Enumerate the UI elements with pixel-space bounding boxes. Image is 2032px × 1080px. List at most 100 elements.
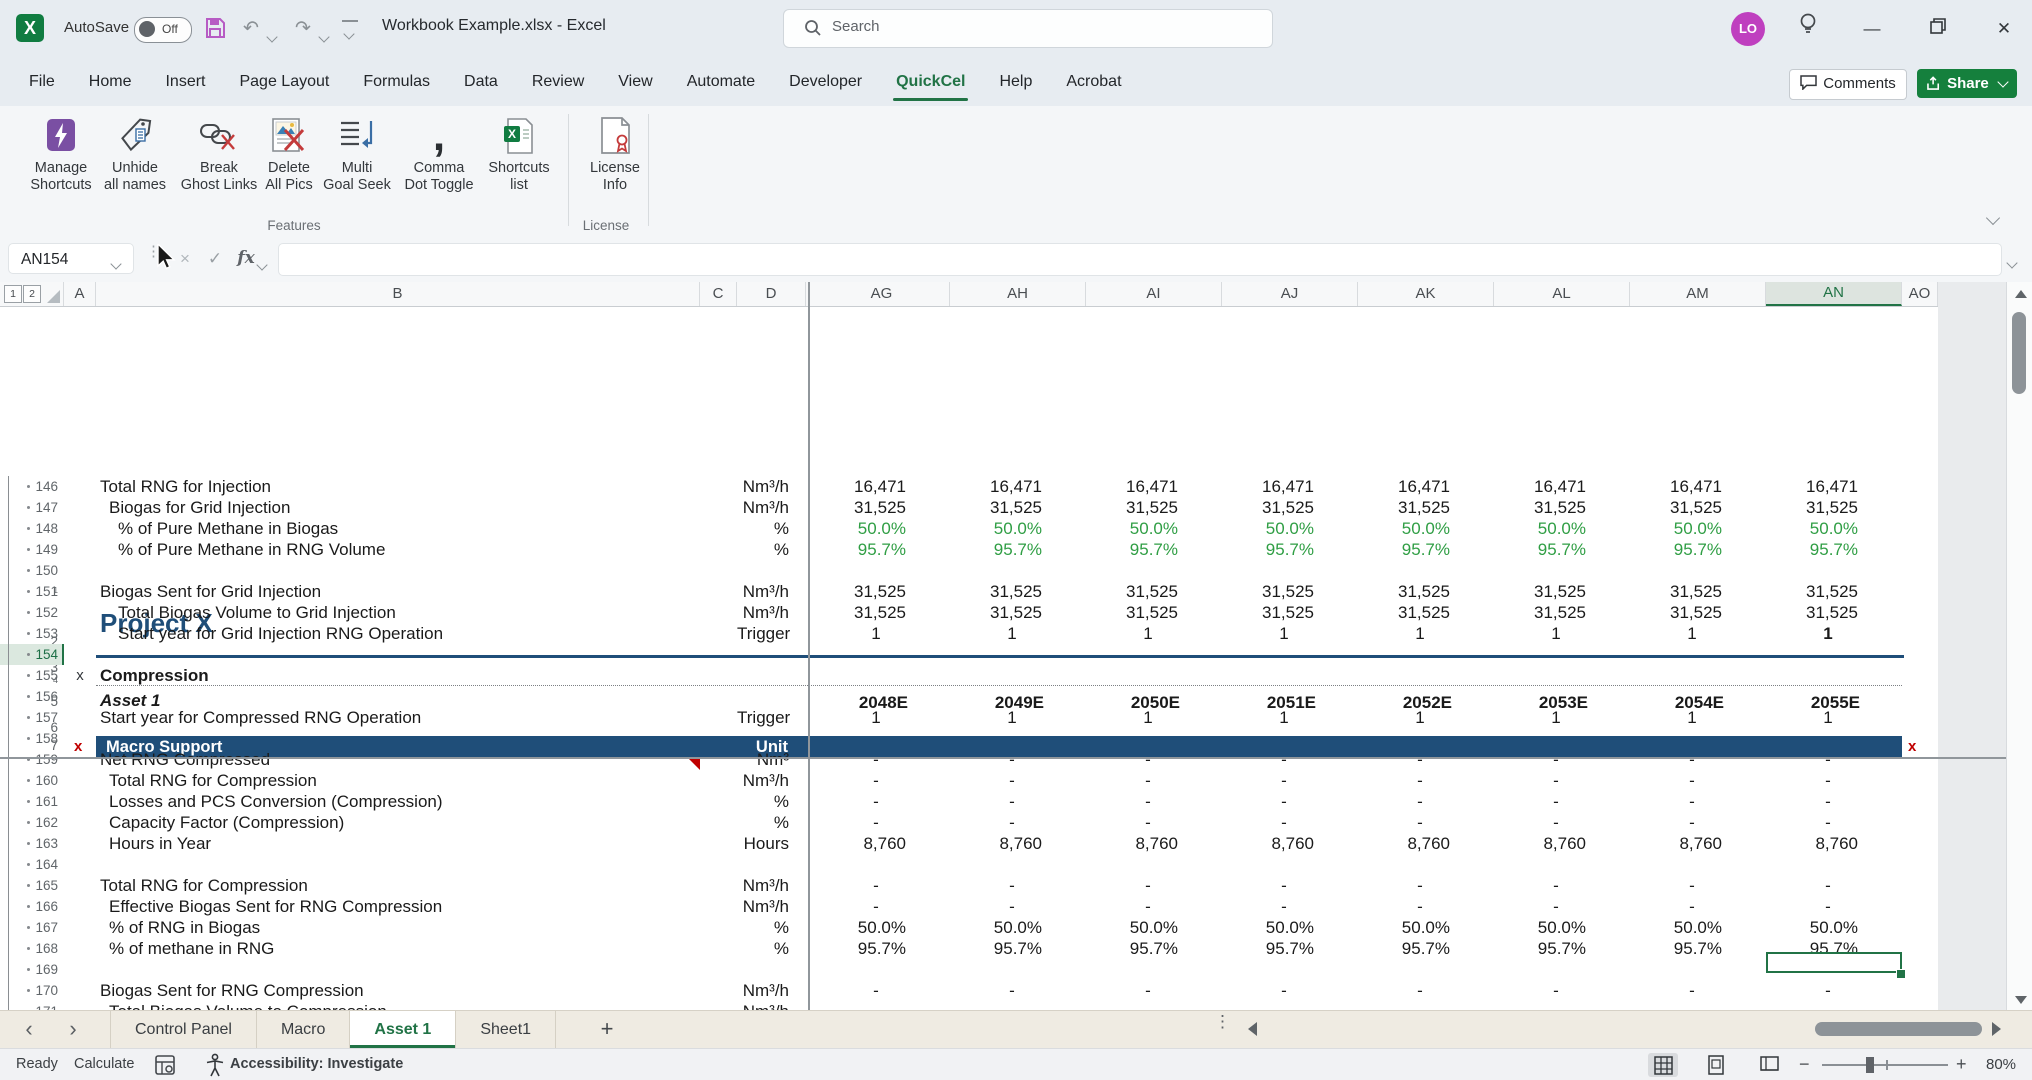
value-cell[interactable]	[1766, 854, 1902, 875]
value-cell[interactable]: 95.7%	[1222, 938, 1358, 959]
value-cell[interactable]	[1630, 854, 1766, 875]
value-cell[interactable]: 50.0%	[1630, 518, 1766, 539]
autosave-toggle[interactable]: Off	[134, 17, 192, 43]
cell[interactable]	[1902, 959, 1938, 980]
value-cell[interactable]: -	[1222, 791, 1358, 812]
add-sheet-button[interactable]: +	[592, 1015, 622, 1045]
value-cell[interactable]: -	[1222, 812, 1358, 833]
value-cell[interactable]: 95.7%	[1630, 539, 1766, 560]
value-cell[interactable]: -	[1766, 791, 1902, 812]
value-cell[interactable]	[1086, 728, 1222, 749]
value-cell[interactable]: -	[1086, 749, 1222, 770]
value-cell[interactable]: -	[1630, 896, 1766, 917]
close-icon[interactable]: ✕	[1982, 12, 2026, 46]
value-cell[interactable]	[814, 686, 950, 707]
value-cell[interactable]: 31,525	[1222, 602, 1358, 623]
value-cell[interactable]: -	[1086, 812, 1222, 833]
value-cell[interactable]: 50.0%	[1358, 917, 1494, 938]
comma-dot-toggle-button[interactable]: , CommaDot Toggle	[400, 112, 478, 218]
cell[interactable]	[700, 812, 737, 833]
value-cell[interactable]	[1086, 644, 1222, 665]
value-cell[interactable]: 16,471	[1630, 476, 1766, 497]
row-number-152[interactable]: 152	[0, 602, 64, 623]
value-cell[interactable]: -	[1222, 875, 1358, 896]
comments-button[interactable]: Comments	[1789, 69, 1907, 100]
column-header-A[interactable]: A	[64, 282, 96, 306]
unit-cell[interactable]	[737, 644, 806, 665]
row-number-146[interactable]: 146	[0, 476, 64, 497]
value-cell[interactable]: -	[1766, 980, 1902, 1001]
value-cell[interactable]: -	[1494, 1001, 1630, 1010]
cell[interactable]	[700, 959, 737, 980]
status-calculate[interactable]: Calculate	[74, 1056, 134, 1072]
cell[interactable]	[1902, 665, 1938, 686]
unit-cell[interactable]: Nm³/h	[737, 476, 806, 497]
value-cell[interactable]: 95.7%	[1630, 938, 1766, 959]
row-number-153[interactable]: 153	[0, 623, 64, 644]
cell[interactable]	[1902, 497, 1938, 518]
cell[interactable]	[1902, 602, 1938, 623]
value-cell[interactable]: 16,471	[1358, 476, 1494, 497]
value-cell[interactable]	[814, 728, 950, 749]
section-marker-cell[interactable]	[64, 497, 96, 518]
undo-chevron-icon[interactable]	[268, 28, 276, 46]
value-cell[interactable]: 95.7%	[1086, 539, 1222, 560]
cell[interactable]	[1902, 686, 1938, 707]
unhide-all-names-button[interactable]: Unhideall names	[96, 112, 174, 218]
value-cell[interactable]: 95.7%	[1494, 938, 1630, 959]
row-label-cell[interactable]: Capacity Factor (Compression)	[96, 812, 700, 833]
cell[interactable]	[700, 539, 737, 560]
column-header-B[interactable]: B	[96, 282, 700, 306]
value-cell[interactable]: -	[814, 749, 950, 770]
row-number-160[interactable]: 160	[0, 770, 64, 791]
value-cell[interactable]: 1	[1086, 623, 1222, 644]
row-label-cell[interactable]: Total RNG for Compression	[96, 875, 700, 896]
cell[interactable]	[1902, 623, 1938, 644]
value-cell[interactable]: 1	[1766, 623, 1902, 644]
unit-cell[interactable]: Trigger	[737, 707, 806, 728]
value-cell[interactable]: 31,525	[814, 497, 950, 518]
unit-cell[interactable]	[737, 854, 806, 875]
value-cell[interactable]	[1358, 560, 1494, 581]
value-cell[interactable]: 1	[1086, 707, 1222, 728]
cell[interactable]	[1902, 770, 1938, 791]
section-marker-cell[interactable]	[64, 749, 96, 770]
row-label-cell[interactable]: % of RNG in Biogas	[96, 917, 700, 938]
section-marker-cell[interactable]	[64, 539, 96, 560]
value-cell[interactable]: -	[1358, 896, 1494, 917]
cell[interactable]	[700, 644, 737, 665]
ribbon-tab-page-layout[interactable]: Page Layout	[224, 60, 344, 104]
manage-shortcuts-button[interactable]: ManageShortcuts	[22, 112, 100, 218]
sheet-tab-asset-1[interactable]: Asset 1	[350, 1011, 456, 1048]
value-cell[interactable]	[1222, 728, 1358, 749]
unit-cell[interactable]: Hours	[737, 833, 806, 854]
value-cell[interactable]: 50.0%	[1766, 917, 1902, 938]
value-cell[interactable]: -	[1494, 980, 1630, 1001]
value-cell[interactable]: 31,525	[1086, 602, 1222, 623]
cell[interactable]	[1902, 980, 1938, 1001]
unit-cell[interactable]	[737, 686, 806, 707]
normal-view-button[interactable]	[1648, 1053, 1678, 1077]
cell[interactable]	[1902, 896, 1938, 917]
value-cell[interactable]	[1494, 644, 1630, 665]
cell[interactable]	[700, 518, 737, 539]
unit-cell[interactable]: %	[737, 539, 806, 560]
excel-logo-icon[interactable]: X	[16, 14, 44, 42]
value-cell[interactable]: -	[1222, 980, 1358, 1001]
value-cell[interactable]	[1086, 686, 1222, 707]
section-marker-cell[interactable]	[64, 812, 96, 833]
zoom-slider-track[interactable]	[1822, 1064, 1948, 1066]
cell[interactable]	[1902, 707, 1938, 728]
cell[interactable]	[700, 602, 737, 623]
break-ghost-links-button[interactable]: BreakGhost Links	[180, 112, 258, 218]
row-number-158[interactable]: 158	[0, 728, 64, 749]
column-header-AL[interactable]: AL	[1494, 282, 1630, 306]
section-marker-cell[interactable]	[64, 623, 96, 644]
section-marker-cell[interactable]	[64, 560, 96, 581]
value-cell[interactable]: 1	[1766, 707, 1902, 728]
value-cell[interactable]: -	[950, 770, 1086, 791]
column-header-AH[interactable]: AH	[950, 282, 1086, 306]
value-cell[interactable]: 95.7%	[814, 938, 950, 959]
formula-expand-icon[interactable]	[2008, 254, 2016, 272]
value-cell[interactable]: 31,525	[1358, 602, 1494, 623]
